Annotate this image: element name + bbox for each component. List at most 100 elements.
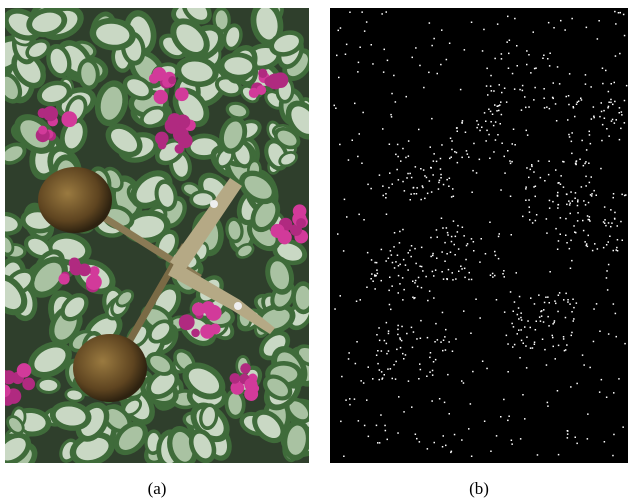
edge-pixel	[611, 222, 613, 224]
edge-pixel	[458, 271, 460, 273]
edge-pixel	[388, 333, 390, 335]
edge-pixel	[549, 302, 551, 304]
edge-pixel	[434, 341, 436, 343]
edge-pixel	[491, 90, 493, 92]
edge-pixel	[400, 339, 402, 341]
edge-pixel	[553, 346, 555, 348]
edge-pixel	[405, 157, 407, 159]
edge-pixel	[591, 118, 593, 120]
edge-pixel	[453, 196, 455, 198]
edge-pixel	[619, 53, 621, 55]
edge-pixel	[547, 58, 549, 60]
edge-pixel	[437, 339, 439, 341]
edge-pixel	[383, 71, 385, 73]
edge-pixel	[438, 182, 440, 184]
edge-pixel	[534, 68, 536, 70]
edge-pixel	[489, 158, 491, 160]
edge-pixel	[471, 279, 473, 281]
edge-pixel	[410, 199, 412, 201]
edge-pixel	[479, 317, 481, 319]
edge-pixel	[377, 273, 379, 275]
edge-pixel	[530, 327, 532, 329]
edge-pixel	[587, 438, 589, 440]
edge-pixel	[490, 75, 492, 77]
edge-pixel	[444, 242, 446, 244]
edge-pixel	[472, 371, 474, 373]
edge-pixel	[490, 121, 492, 123]
edge-pixel	[461, 439, 463, 441]
edge-pixel	[593, 116, 595, 118]
edge-pixel	[556, 120, 558, 122]
edge-pixel	[565, 218, 567, 220]
edge-pixel	[522, 394, 524, 396]
edge-pixel	[387, 60, 389, 62]
edge-pixel	[402, 353, 404, 355]
flower-petal	[86, 274, 102, 290]
edge-pixel	[379, 340, 381, 342]
edge-pixel	[386, 11, 388, 13]
edge-pixel	[388, 330, 390, 332]
edge-pixel	[544, 180, 546, 182]
edge-pixel	[531, 166, 533, 168]
edge-pixel	[346, 216, 348, 218]
edge-pixel	[441, 218, 443, 220]
edge-pixel	[358, 62, 360, 64]
edge-pixel	[472, 170, 474, 172]
edge-pixel	[446, 253, 448, 255]
flower-petal	[43, 106, 58, 121]
spoon-bowl	[73, 334, 147, 402]
edge-pixel	[604, 219, 606, 221]
edge-pixel	[358, 214, 360, 216]
edge-pixel	[443, 435, 445, 437]
edge-pixel	[570, 240, 572, 242]
edge-pixel	[552, 335, 554, 337]
edge-pixel	[564, 29, 566, 31]
edge-pixel	[582, 354, 584, 356]
edge-pixel	[604, 206, 606, 208]
edge-pixel	[521, 319, 523, 321]
edge-pixel	[463, 382, 465, 384]
edge-pixel	[506, 101, 508, 103]
edge-pixel	[511, 443, 513, 445]
edge-pixel	[495, 121, 497, 123]
edge-pixel	[500, 416, 502, 418]
edge-pixel	[384, 49, 386, 51]
edge-pixel	[409, 173, 411, 175]
edge-pixel	[563, 299, 565, 301]
edge-pixel	[568, 104, 570, 106]
edge-pixel	[435, 269, 437, 271]
edge-pixel	[617, 225, 619, 227]
edge-pixel	[471, 192, 473, 194]
edge-pixel	[390, 250, 392, 252]
edge-pixel	[591, 193, 593, 195]
edge-pixel	[497, 106, 499, 108]
edge-pixel	[588, 163, 590, 165]
edge-pixel	[429, 357, 431, 359]
edge-pixel	[534, 342, 536, 344]
edge-pixel	[593, 341, 595, 343]
edge-pixel	[433, 275, 435, 277]
flower-petal	[154, 90, 168, 104]
edge-pixel	[421, 287, 423, 289]
edge-pixel	[366, 287, 368, 289]
edge-pixel	[367, 184, 369, 186]
edge-pixel	[464, 49, 466, 51]
edge-pixel	[511, 161, 513, 163]
edge-pixel	[576, 383, 578, 385]
edge-pixel	[441, 271, 443, 273]
edge-pixel	[534, 344, 536, 346]
edge-pixel	[442, 227, 444, 229]
edge-pixel	[571, 335, 573, 337]
edge-pixel	[503, 399, 505, 401]
edge-pixel	[610, 99, 612, 101]
edge-pixel	[575, 437, 577, 439]
edge-pixel	[549, 108, 551, 110]
edge-pixel	[492, 276, 494, 278]
edge-pixel	[366, 399, 368, 401]
edge-pixel	[503, 270, 505, 272]
edge-pixel	[558, 345, 560, 347]
edge-pixel	[599, 331, 601, 333]
edge-pixel	[557, 311, 559, 313]
edge-pixel	[434, 442, 436, 444]
edge-pixel	[558, 240, 560, 242]
